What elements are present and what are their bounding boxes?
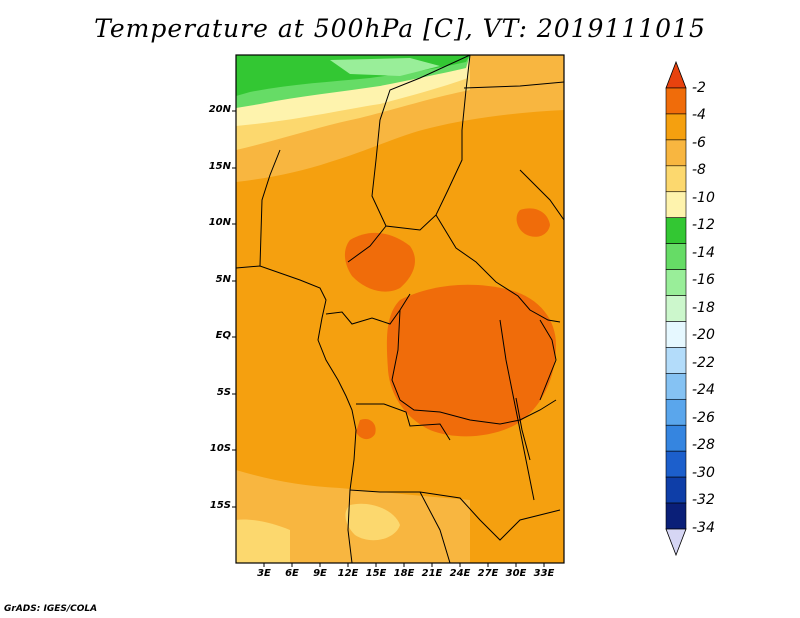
- colorbar-label: -30: [692, 465, 715, 481]
- lon-label-18e: 18E: [393, 568, 415, 579]
- colorbar-swatch: [665, 87, 687, 115]
- colorbar-swatch: [665, 217, 687, 244]
- colorbar-swatch: [665, 139, 687, 167]
- colorbar-swatch: [665, 347, 687, 374]
- lat-label-15s: 15S: [209, 500, 231, 511]
- lon-label-24e: 24E: [449, 568, 471, 579]
- colorbar-label: -34: [692, 520, 715, 536]
- colorbar-label: -32: [692, 492, 715, 508]
- lat-label-5s: 5S: [216, 387, 231, 398]
- lon-label-12e: 12E: [337, 568, 359, 579]
- colorbar-label: -2: [692, 80, 706, 96]
- colorbar-label: -14: [692, 245, 715, 261]
- colorbar-swatch: [665, 113, 687, 141]
- colorbar-label: -20: [692, 327, 715, 343]
- colorbar-swatch: [665, 502, 687, 530]
- lat-label-20n: 20N: [208, 104, 231, 115]
- colorbar-swatch: [665, 243, 687, 270]
- temperature-field: [236, 55, 564, 563]
- colorbar-swatch: [665, 191, 687, 219]
- lon-label-6e: 6E: [285, 568, 299, 579]
- colorbar-label: -6: [692, 135, 706, 151]
- colorbar-swatch: [665, 450, 687, 478]
- colorbar-swatch: [665, 373, 687, 400]
- map-frame: [235, 54, 565, 564]
- lat-label-10s: 10S: [209, 443, 231, 454]
- lon-label-15e: 15E: [365, 568, 387, 579]
- colorbar-swatch: [665, 424, 687, 452]
- colorbar-swatch: [665, 165, 687, 193]
- lon-label-3e: 3E: [257, 568, 271, 579]
- lon-label-9e: 9E: [313, 568, 327, 579]
- lat-label-10n: 10N: [208, 217, 231, 228]
- colorbar-swatch: [665, 295, 687, 322]
- colorbar-label: -10: [692, 190, 715, 206]
- colorbar-label: -22: [692, 355, 715, 371]
- axis-ticks: [232, 110, 545, 567]
- borders: [236, 55, 564, 563]
- lat-label-15n: 15N: [208, 161, 231, 172]
- colorbar-label: -18: [692, 300, 715, 316]
- colorbar-label: -28: [692, 437, 715, 453]
- colorbar-swatch: [665, 476, 687, 504]
- colorbar-label: -24: [692, 382, 715, 398]
- colorbar: [665, 60, 687, 557]
- colorbar-label: -12: [692, 217, 715, 233]
- lon-label-21e: 21E: [421, 568, 443, 579]
- colorbar-bottom-arrow: [665, 528, 687, 557]
- colorbar-label: -8: [692, 162, 706, 178]
- lat-label-eq: EQ: [215, 330, 231, 341]
- grads-credit: GrADS: IGES/COLA: [4, 604, 98, 614]
- colorbar-top-arrow: [665, 60, 687, 89]
- colorbar-swatch: [665, 269, 687, 296]
- lon-label-33e: 33E: [533, 568, 555, 579]
- colorbar-label: -26: [692, 410, 715, 426]
- lat-label-5n: 5N: [215, 274, 231, 285]
- lon-label-30e: 30E: [505, 568, 527, 579]
- lon-label-27e: 27E: [477, 568, 499, 579]
- colorbar-swatch: [665, 321, 687, 348]
- map-title: Temperature at 500hPa [C], VT: 201911101…: [94, 14, 706, 43]
- colorbar-label: -16: [692, 272, 715, 288]
- colorbar-label: -4: [692, 107, 706, 123]
- colorbar-swatch: [665, 398, 687, 426]
